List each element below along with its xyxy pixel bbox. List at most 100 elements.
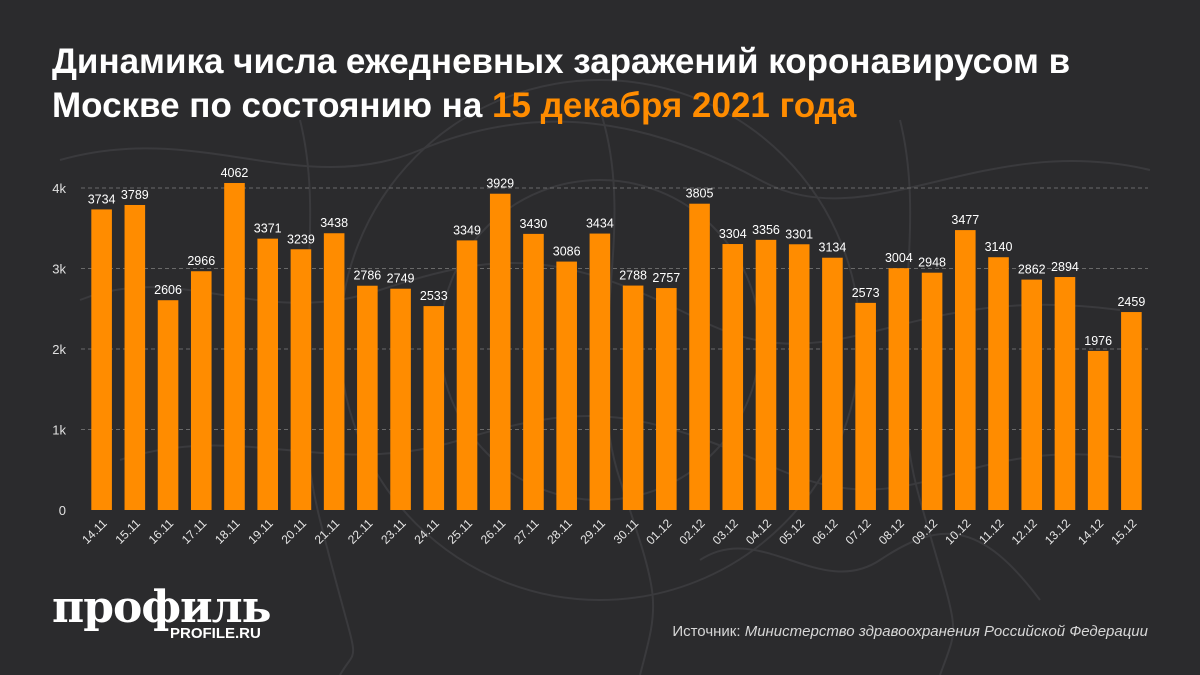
bar-07.12 <box>855 302 876 510</box>
x-tick-label-02.12: 02.12 <box>677 516 708 547</box>
x-tick-label-24.11: 24.11 <box>411 516 442 547</box>
x-tick-label-16.11: 16.11 <box>146 516 177 547</box>
bar-value-label-09.12: 2948 <box>918 256 946 270</box>
x-tick-label-11.12: 11.12 <box>976 516 1007 547</box>
profile-logo: профиль <box>52 582 272 633</box>
x-tick-label-07.12: 07.12 <box>843 516 874 547</box>
bar-22.11 <box>357 285 378 510</box>
x-tick-label-20.11: 20.11 <box>279 516 310 547</box>
x-tick-label-22.11: 22.11 <box>345 516 376 547</box>
bar-value-label-25.11: 3349 <box>453 223 481 237</box>
y-tick-label-0: 0 <box>59 503 66 518</box>
bar-13.12 <box>1054 277 1076 510</box>
x-tick-label-08.12: 08.12 <box>876 516 907 547</box>
bar-value-label-05.12: 3301 <box>785 227 813 241</box>
bar-value-label-20.11: 3239 <box>287 232 315 246</box>
bar-03.12 <box>722 244 744 510</box>
y-tick-label-2k: 2k <box>52 342 66 357</box>
title-main: Динамика числа ежедневных заражений коро… <box>52 42 1071 125</box>
source-note: Источник: Министерство здравоохранения Р… <box>672 623 1148 640</box>
bar-value-label-10.12: 3477 <box>951 213 979 227</box>
x-tick-label-09.12: 09.12 <box>909 516 940 547</box>
bar-value-label-27.11: 3430 <box>520 217 548 231</box>
x-tick-label-28.11: 28.11 <box>544 516 575 547</box>
x-tick-label-14.11: 14.11 <box>79 516 110 547</box>
bar-value-label-14.12: 1976 <box>1084 334 1112 348</box>
x-tick-label-27.11: 27.11 <box>511 516 542 547</box>
bar-value-label-06.12: 3134 <box>819 241 847 255</box>
bar-value-label-08.12: 3004 <box>885 251 913 265</box>
bar-value-label-26.11: 3929 <box>486 177 514 191</box>
x-tick-label-23.11: 23.11 <box>378 516 409 547</box>
bar-value-label-04.12: 3356 <box>752 223 780 237</box>
bar-value-label-03.12: 3304 <box>719 227 747 241</box>
chart-title: Динамика числа ежедневных заражений коро… <box>52 40 1172 128</box>
x-tick-label-05.12: 05.12 <box>776 516 807 547</box>
bar-15.12 <box>1121 312 1142 510</box>
x-tick-label-04.12: 04.12 <box>743 516 774 547</box>
bar-value-label-30.11: 2788 <box>619 269 647 283</box>
x-tick-label-21.11: 21.11 <box>312 516 343 547</box>
bar-25.11 <box>456 240 478 510</box>
bar-value-label-21.11: 3438 <box>320 216 348 230</box>
x-axis-ticks: 14.11 15.11 16.11 17.11 18.11 19.11 20.11 21.11… <box>79 516 1140 547</box>
x-tick-label-15.12: 15.12 <box>1108 516 1139 547</box>
bar-04.12 <box>755 239 777 511</box>
bar-24.11 <box>423 306 445 510</box>
x-tick-label-29.11: 29.11 <box>578 516 609 547</box>
x-tick-label-03.12: 03.12 <box>710 516 741 547</box>
bar-12.12 <box>1021 279 1043 510</box>
x-tick-label-26.11: 26.11 <box>478 516 509 547</box>
bar-28.11 <box>556 261 577 510</box>
data-labels: 3734 3789 2606 2966 4062 3371 3239 3438 2786 2749… <box>88 166 1146 348</box>
bar-23.11 <box>390 288 411 510</box>
x-tick-label-25.11: 25.11 <box>445 516 476 547</box>
title-date-accent: 15 декабря 2021 года <box>492 86 857 125</box>
bar-value-label-12.12: 2862 <box>1018 263 1046 277</box>
profile-site-label: PROFILE.RU <box>170 625 261 642</box>
bar-18.11 <box>224 183 245 510</box>
bar-21.11 <box>323 233 345 510</box>
bar-value-label-18.11: 4062 <box>221 166 249 180</box>
bar-value-label-24.11: 2533 <box>420 289 448 303</box>
y-tick-label-1k: 1k <box>52 423 66 438</box>
bar-value-label-23.11: 2749 <box>387 272 415 286</box>
bar-02.12 <box>689 203 710 510</box>
bar-20.11 <box>290 249 312 510</box>
bar-value-label-02.12: 3805 <box>686 187 714 201</box>
bar-09.12 <box>921 272 943 510</box>
y-tick-label-4k: 4k <box>52 181 66 196</box>
bar-27.11 <box>523 233 544 510</box>
bar-16.11 <box>157 300 179 510</box>
x-tick-label-18.11: 18.11 <box>212 516 243 547</box>
bar-29.11 <box>589 233 611 511</box>
bar-17.11 <box>190 271 212 510</box>
x-tick-label-06.12: 06.12 <box>809 516 840 547</box>
bar-value-label-13.12: 2894 <box>1051 260 1079 274</box>
x-tick-label-14.12: 14.12 <box>1075 516 1106 547</box>
bar-14.11 <box>91 209 112 510</box>
bar-14.12 <box>1087 350 1109 510</box>
bar-value-label-29.11: 3434 <box>586 217 614 231</box>
bar-value-label-19.11: 3371 <box>254 222 282 236</box>
x-tick-label-01.12: 01.12 <box>643 516 674 547</box>
bar-01.12 <box>656 288 677 510</box>
bar-value-label-15.11: 3789 <box>121 188 149 202</box>
bar-value-label-07.12: 2573 <box>852 286 880 300</box>
bar-value-label-17.11: 2966 <box>187 254 215 268</box>
bar-08.12 <box>888 268 910 510</box>
x-tick-label-12.12: 12.12 <box>1009 516 1040 547</box>
x-tick-label-30.11: 30.11 <box>611 516 642 547</box>
bar-value-label-15.12: 2459 <box>1117 295 1145 309</box>
bars <box>91 183 1142 511</box>
x-tick-label-10.12: 10.12 <box>942 516 973 547</box>
source-name: Министерство здравоохранения Российской … <box>744 623 1148 640</box>
x-tick-label-19.11: 19.11 <box>245 516 276 547</box>
bar-05.12 <box>788 244 810 510</box>
bar-10.12 <box>954 230 976 510</box>
bar-06.12 <box>822 257 843 510</box>
bar-value-label-22.11: 2786 <box>353 269 381 283</box>
bar-11.12 <box>988 257 1009 510</box>
bar-19.11 <box>257 238 279 510</box>
